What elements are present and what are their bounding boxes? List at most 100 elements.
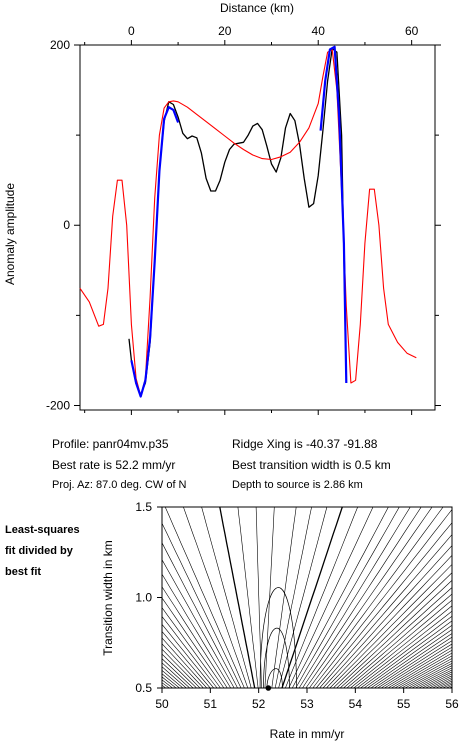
misfit-contour-line bbox=[394, 655, 452, 688]
contour-x-tick-label: 53 bbox=[300, 697, 314, 711]
profile-series-group bbox=[79, 45, 417, 398]
contour-x-tick-label: 56 bbox=[445, 697, 459, 711]
misfit-contour-line bbox=[305, 507, 433, 688]
misfit-contour-line bbox=[343, 593, 452, 688]
misfit-contour-line bbox=[264, 507, 275, 688]
misfit-contour-line bbox=[425, 675, 452, 688]
misfit-contour-line bbox=[377, 640, 452, 688]
fit-segment-right-line bbox=[319, 45, 348, 384]
misfit-contour-line bbox=[292, 507, 389, 688]
misfit-contour-line bbox=[346, 599, 452, 688]
misfit-contour-line bbox=[326, 554, 452, 688]
contour-caption: Least-squares fit divided by best fit bbox=[5, 520, 80, 583]
best-rate-text: Best rate is 52.2 mm/yr bbox=[52, 458, 176, 472]
misfit-contour-line bbox=[336, 579, 452, 688]
misfit-contour-line bbox=[162, 653, 197, 688]
misfit-contour-line bbox=[237, 507, 259, 688]
contour-y-ticks: 0.5 1.0 1.5 bbox=[135, 500, 162, 695]
profile-y-tick-label: -200 bbox=[46, 398, 70, 412]
misfit-contour-line bbox=[380, 643, 452, 688]
misfit-contour-line bbox=[271, 507, 297, 688]
misfit-contour-line bbox=[322, 545, 452, 688]
contour-y-tick-label: 1.5 bbox=[135, 500, 152, 514]
observed-anomaly-line bbox=[128, 47, 347, 396]
misfit-contour-line bbox=[162, 630, 211, 688]
misfit-contour-line bbox=[353, 610, 452, 688]
misfit-contour-line bbox=[312, 509, 452, 688]
profile-name: Profile: panr04mv.p35 bbox=[52, 437, 169, 451]
misfit-contour-line bbox=[445, 685, 452, 688]
misfit-contour-line bbox=[319, 534, 452, 688]
caption-line-3: best fit bbox=[5, 566, 42, 578]
misfit-contour-line bbox=[350, 605, 452, 688]
misfit-contour-line bbox=[363, 624, 452, 688]
misfit-contour-line bbox=[384, 646, 452, 688]
misfit-contour-line bbox=[162, 542, 238, 688]
misfit-contour-line bbox=[162, 648, 201, 688]
profile-y-tick-label: 0 bbox=[63, 218, 70, 232]
misfit-contour-line bbox=[309, 507, 444, 688]
model-anomaly-line bbox=[79, 48, 417, 397]
misfit-contour-line bbox=[162, 643, 204, 688]
misfit-inner-contour bbox=[263, 627, 290, 688]
misfit-contour-line bbox=[357, 615, 452, 688]
misfit-contour-line bbox=[432, 678, 452, 688]
misfit-contour-line bbox=[298, 507, 411, 688]
contour-chart: 50 51 52 53 54 55 56 0.5 1.0 1.5 Rate in mm/yr T… bbox=[101, 500, 467, 741]
misfit-contours bbox=[162, 507, 467, 688]
fit-segment-left-line bbox=[130, 106, 180, 398]
misfit-contour-line bbox=[162, 522, 242, 688]
misfit-contour-line bbox=[162, 559, 235, 688]
misfit-contour-line bbox=[404, 663, 452, 688]
misfit-contour-line bbox=[219, 507, 256, 688]
contour-x-tick-label: 55 bbox=[397, 697, 411, 711]
misfit-contour-line bbox=[162, 597, 225, 688]
misfit-contour-line bbox=[370, 633, 452, 688]
contour-x-tick-label: 54 bbox=[349, 697, 363, 711]
misfit-contour-line bbox=[453, 507, 467, 688]
profile-plot-frame bbox=[79, 44, 436, 411]
profile-y-axis-label: Anomaly amplitude bbox=[3, 183, 17, 285]
caption-line-2: fit divided by bbox=[5, 545, 73, 557]
misfit-contour-line bbox=[315, 522, 452, 688]
misfit-contour-line bbox=[281, 507, 343, 688]
profile-x-tick-label: 0 bbox=[128, 24, 135, 38]
projection-azimuth-text: Proj. Az: 87.0 deg. CW of N bbox=[52, 479, 187, 491]
misfit-contour-line bbox=[162, 607, 221, 688]
misfit-contour-line bbox=[162, 573, 231, 688]
misfit-contour-line bbox=[421, 673, 452, 688]
misfit-contour-line bbox=[374, 636, 452, 688]
misfit-contour-line bbox=[339, 587, 452, 688]
contour-x-tick-label: 51 bbox=[204, 697, 218, 711]
profile-x-tick-label: 20 bbox=[218, 24, 232, 38]
ridge-crossing-text: Ridge Xing is -40.37 -91.88 bbox=[232, 437, 378, 451]
profile-x-axis-label: Distance (km) bbox=[220, 1, 294, 15]
profile-x-ticks: 0 20 40 60 bbox=[84, 24, 419, 415]
profile-x-tick-label: 60 bbox=[405, 24, 419, 38]
contour-x-tick-label: 52 bbox=[252, 697, 266, 711]
misfit-contour-line bbox=[387, 649, 452, 688]
misfit-contour-line bbox=[162, 616, 218, 688]
misfit-contour-line bbox=[164, 507, 245, 688]
caption-line-1: Least-squares bbox=[5, 524, 80, 536]
contour-y-tick-label: 0.5 bbox=[135, 681, 152, 695]
misfit-contour-line bbox=[463, 507, 467, 688]
misfit-contour-line bbox=[278, 507, 328, 688]
profile-x-tick-label: 40 bbox=[312, 24, 326, 38]
misfit-inner-contour bbox=[259, 587, 298, 688]
misfit-contour-line bbox=[162, 586, 228, 688]
misfit-contour-line bbox=[442, 683, 452, 688]
misfit-contour-line bbox=[460, 507, 467, 688]
misfit-contour-line bbox=[288, 507, 374, 688]
contour-y-tick-label: 1.0 bbox=[135, 591, 152, 605]
misfit-contour-line bbox=[456, 507, 467, 688]
misfit-contour-line bbox=[162, 637, 208, 688]
misfit-inner-contour bbox=[266, 668, 283, 688]
misfit-contour-line bbox=[360, 620, 452, 688]
profile-y-ticks: -200 0 200 bbox=[46, 38, 441, 412]
best-fit-marker bbox=[265, 685, 272, 691]
profile-y-tick-label: 200 bbox=[50, 38, 70, 52]
misfit-contour-line bbox=[391, 652, 452, 688]
misfit-contour-line bbox=[295, 507, 400, 688]
